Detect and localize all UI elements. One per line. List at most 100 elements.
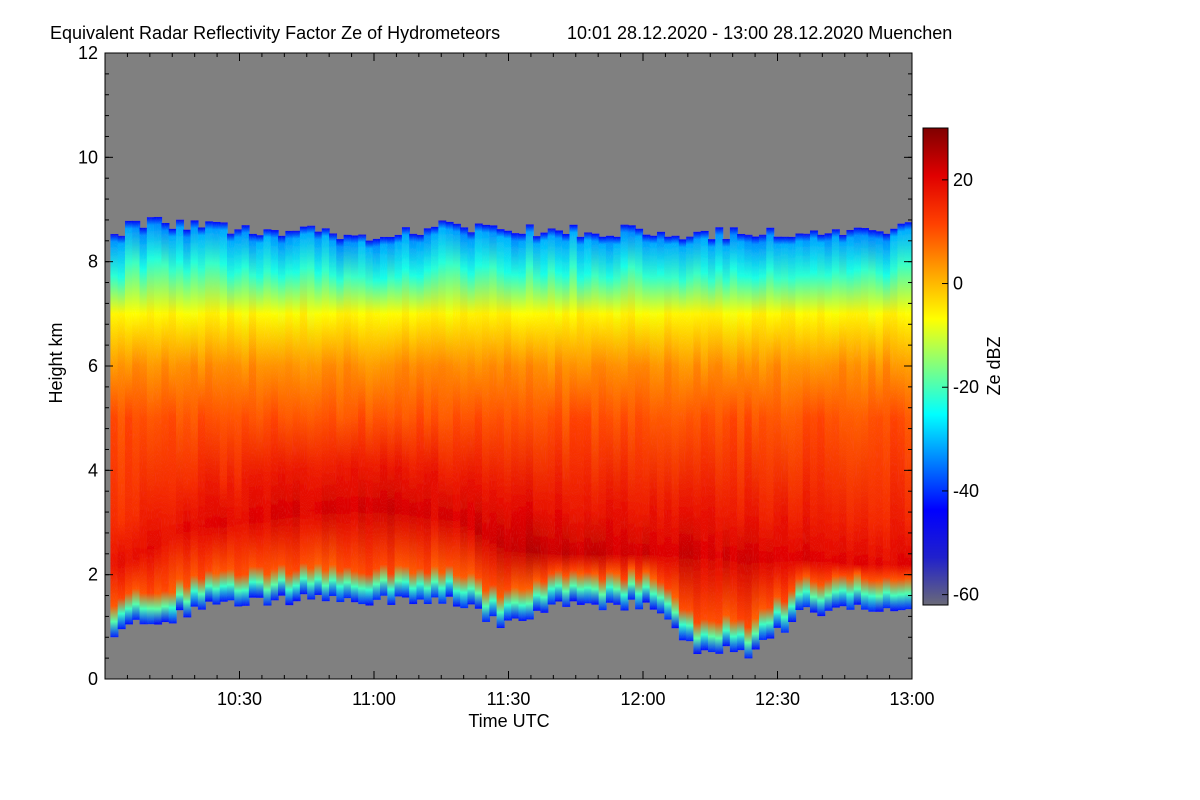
reflectivity-column [489,225,498,617]
reflectivity-column [190,220,199,607]
y-tick-label: 12 [78,43,98,63]
reflectivity-column [234,229,243,607]
reflectivity-column [562,233,571,607]
reflectivity-column [350,235,359,603]
reflectivity-column [423,228,432,605]
reflectivity-column [226,233,236,601]
reflectivity-column [241,225,250,606]
reflectivity-column [482,224,491,622]
y-tick-label: 8 [88,252,98,272]
reflectivity-column [409,233,418,605]
reflectivity-column [554,230,564,602]
colorbar: 20 0 -20 -40 -60 Ze dBZ [922,127,1004,606]
reflectivity-column [664,236,673,620]
colorbar-tick-label: 0 [953,274,963,294]
reflectivity-column [605,235,615,603]
reflectivity-column [802,233,811,608]
reflectivity-column [496,229,505,629]
y-axis-label: Height km [46,322,66,403]
reflectivity-column [460,227,469,609]
reflectivity-column [380,236,389,596]
reflectivity-column [868,230,877,612]
reflectivity-column [860,228,870,610]
reflectivity-column [416,234,425,600]
reflectivity-column [839,234,848,607]
reflectivity-column [780,236,789,633]
reflectivity-column [635,228,644,610]
reflectivity-column [613,236,622,605]
y-tick-label: 0 [88,669,98,689]
reflectivity-column [656,231,666,614]
reflectivity-column [343,234,352,599]
reflectivity-column [824,233,833,611]
reflectivity-column [904,222,912,610]
reflectivity-column [715,227,724,654]
colorbar-tick-label: 20 [953,170,973,190]
reflectivity-column [168,228,177,624]
colorbar-tick-label: -60 [953,585,979,605]
reflectivity-column [671,235,680,629]
x-tick-label: 11:30 [487,689,531,709]
reflectivity-column [737,233,746,651]
y-tick-label: 4 [88,460,98,480]
colorbar-tick-label: -40 [953,481,979,501]
reflectivity-column [744,234,753,659]
reflectivity-column [124,220,134,625]
reflectivity-column [358,234,367,605]
x-axis-label: Time UTC [468,711,549,731]
reflectivity-column [649,235,658,610]
chart-title: Equivalent Radar Reflectivity Factor Ze … [50,23,500,43]
reflectivity-column [788,236,797,623]
reflectivity-column [394,234,403,597]
reflectivity-column [467,232,476,605]
colorbar-ticks: 20 0 -20 -40 -60 [942,170,979,605]
reflectivity-column [503,230,512,621]
reflectivity-field [110,216,912,659]
reflectivity-column [511,233,520,619]
reflectivity-column [205,221,214,602]
reflectivity-column [336,239,345,603]
colorbar-ramp [922,127,949,606]
x-tick-label: 12:30 [755,689,800,709]
reflectivity-column [642,234,651,603]
reflectivity-column [890,228,899,612]
reflectivity-column [161,222,170,623]
reflectivity-column [197,227,206,610]
reflectivity-column [620,224,629,611]
reflectivity-column [518,233,527,621]
reflectivity-column [387,236,396,605]
reflectivity-column [175,219,185,611]
reflectivity-column [183,229,192,618]
reflectivity-column [627,225,636,600]
reflectivity-column [831,229,840,608]
reflectivity-column [292,230,301,602]
reflectivity-column [846,229,855,610]
reflectivity-column [591,233,600,605]
reflectivity-column [707,239,717,653]
y-tick-label: 10 [78,147,98,167]
reflectivity-column [219,222,228,602]
reflectivity-column [569,224,578,602]
reflectivity-column [146,217,155,625]
reflectivity-column [817,234,826,617]
chart-subtitle: 10:01 28.12.2020 - 13:00 28.12.2020 Muen… [567,23,952,43]
reflectivity-column [154,216,163,625]
reflectivity-column [686,236,695,642]
x-tick-label: 11:00 [352,689,396,709]
reflectivity-column [299,226,308,595]
reflectivity-column [773,236,782,628]
x-tick-label: 12:00 [620,689,665,709]
reflectivity-column [270,230,279,601]
reflectivity-column [722,238,731,647]
colorbar-tick-label: -20 [953,377,979,397]
reflectivity-column [875,231,884,612]
reflectivity-column [307,225,316,600]
reflectivity-column [452,223,461,607]
reflectivity-column [584,232,593,604]
x-tick-label: 10:30 [217,689,262,709]
reflectivity-column [285,230,294,606]
reflectivity-column [248,233,257,598]
reflectivity-column [758,234,768,640]
reflectivity-column [474,223,483,609]
